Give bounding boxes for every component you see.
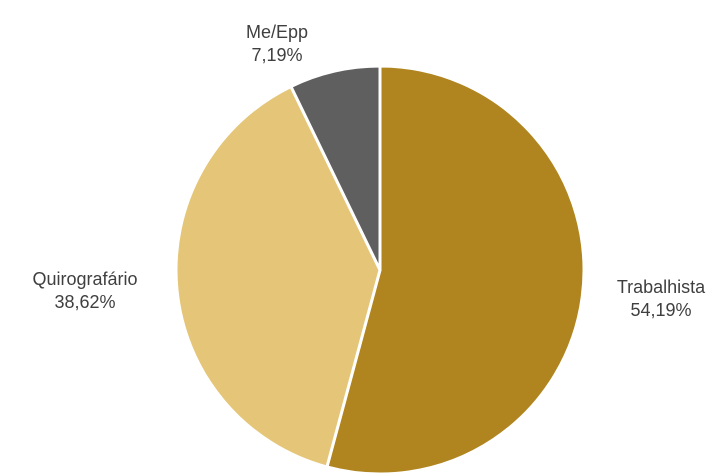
- slice-category-label: Trabalhista: [617, 277, 706, 297]
- slice-value-label: 7,19%: [251, 45, 302, 65]
- pie-labels: Trabalhista 54,19% Quirografário 38,62% Me/E…: [32, 22, 706, 320]
- slice-value-label: 54,19%: [630, 300, 691, 320]
- pie-slices: [174, 64, 586, 473]
- slice-value-label: 38,62%: [54, 292, 115, 312]
- pie-slice-trabalhista: [325, 64, 586, 473]
- pie-slice-me-epp: [289, 64, 382, 272]
- pie-slice-quirograf-rio: [174, 84, 382, 469]
- slice-category-label: Me/Epp: [246, 22, 308, 42]
- slice-category-label: Quirografário: [32, 269, 137, 289]
